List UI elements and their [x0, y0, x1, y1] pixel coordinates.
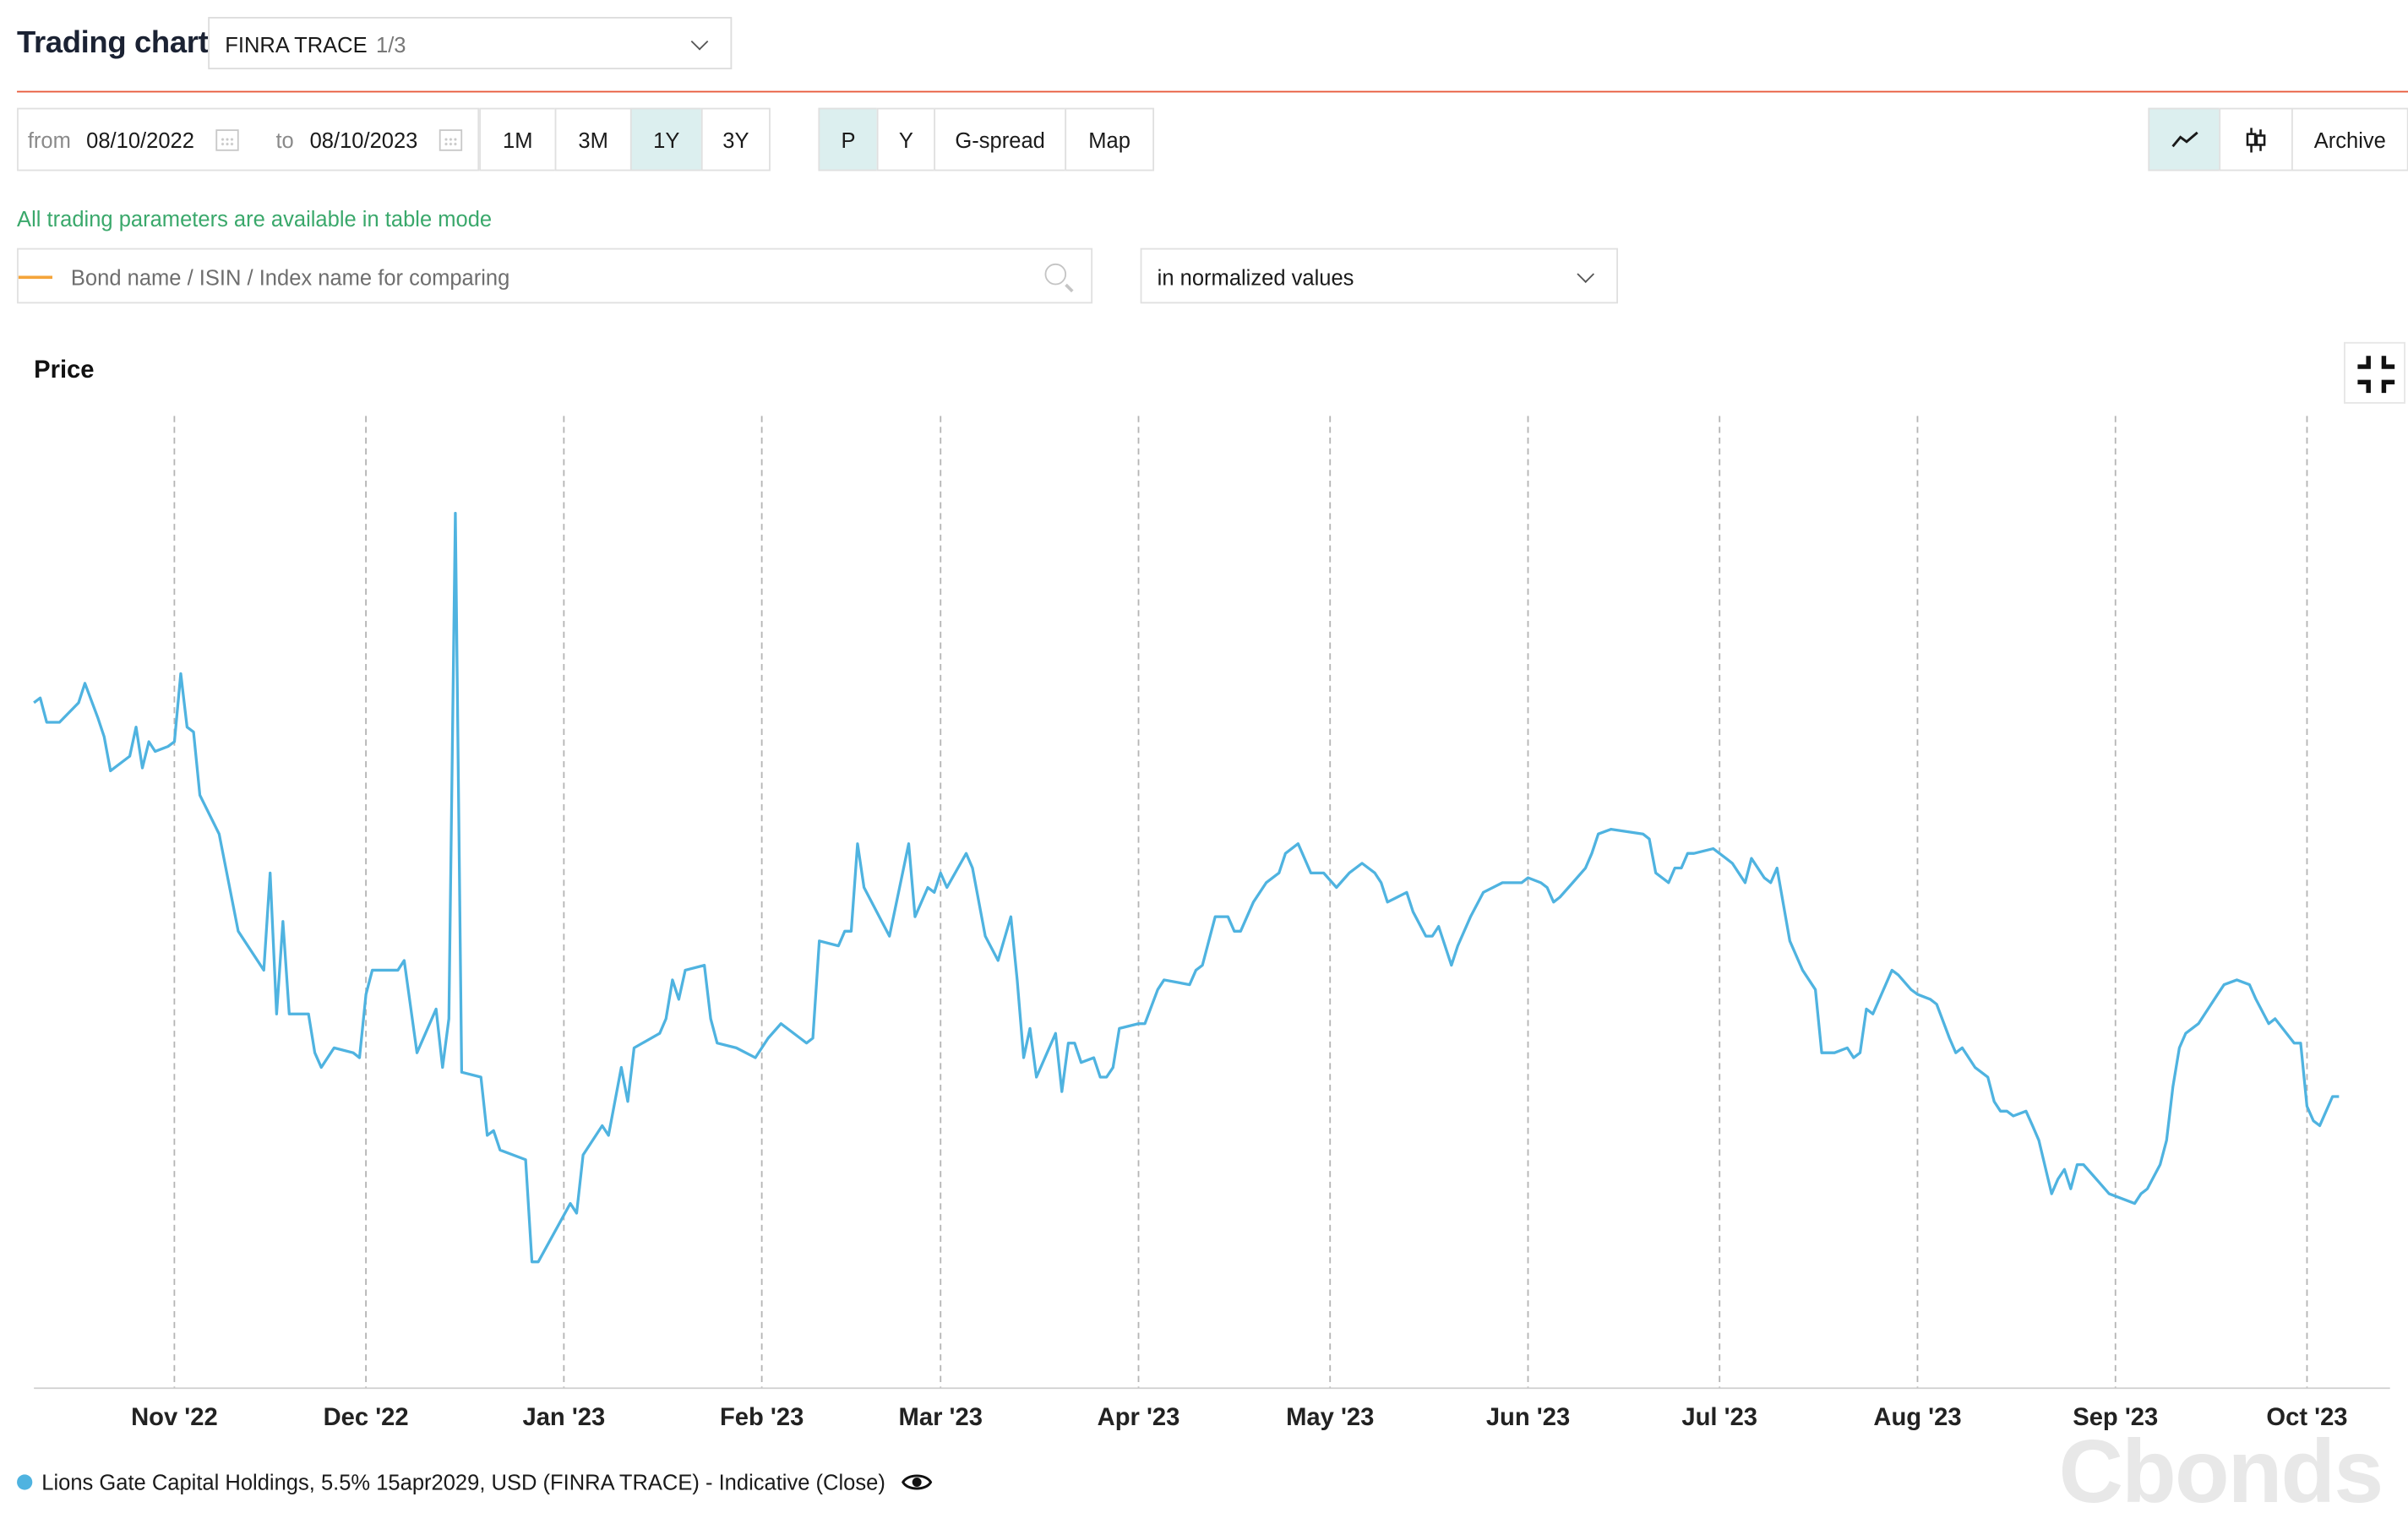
chevron-down-icon: [690, 32, 709, 51]
archive-button[interactable]: Archive: [2291, 107, 2408, 171]
x-tick-label: Sep '23: [2073, 1404, 2158, 1431]
legend-swatch: [17, 1474, 33, 1490]
collapse-icon: [2357, 356, 2395, 394]
candlestick-icon: [2246, 127, 2266, 152]
source-select-counter: 1/3: [376, 32, 406, 57]
x-tick-label: Feb '23: [720, 1404, 804, 1431]
series-line: [33, 511, 2340, 1264]
x-tick-label: Jan '23: [522, 1404, 605, 1431]
mode-button-g-spread[interactable]: G-spread: [934, 107, 1067, 171]
period-button-3m[interactable]: 3M: [554, 107, 632, 171]
line-chart-button[interactable]: [2148, 107, 2221, 171]
x-tick-label: Aug '23: [1873, 1404, 1961, 1431]
search-icon[interactable]: [1044, 263, 1067, 286]
x-tick-label: Oct '23: [2266, 1404, 2347, 1431]
collapse-chart-button[interactable]: [2343, 341, 2405, 404]
period-button-1m[interactable]: 1M: [479, 107, 557, 171]
table-mode-note: All trading parameters are available in …: [17, 206, 493, 231]
candlestick-chart-button[interactable]: [2219, 107, 2293, 171]
chart-title: Price: [34, 357, 95, 384]
cbonds-watermark: Cbonds: [2058, 1422, 2384, 1522]
compare-series-swatch: [18, 275, 53, 280]
calendar-icon[interactable]: [439, 129, 463, 151]
header: Trading chart FINRA TRACE 1/3: [17, 15, 2408, 93]
x-tick-label: Mar '23: [899, 1404, 983, 1431]
page-title: Trading chart: [17, 26, 209, 61]
normalization-select[interactable]: in normalized values: [1140, 248, 1618, 304]
mode-button-map[interactable]: Map: [1065, 107, 1155, 171]
normalization-select-value: in normalized values: [1157, 264, 1354, 290]
to-date-input[interactable]: 08/10/2023: [309, 128, 418, 153]
mode-button-price[interactable]: P: [818, 107, 879, 171]
series-layer: [33, 511, 2340, 1264]
eye-icon[interactable]: [901, 1472, 932, 1494]
x-tick-label: May '23: [1286, 1404, 1374, 1431]
from-label: from: [27, 128, 71, 153]
x-tick-label: Jun '23: [1486, 1404, 1570, 1431]
compare-search: [17, 248, 1093, 304]
chart-legend: Lions Gate Capital Holdings, 5.5% 15apr2…: [17, 1469, 932, 1495]
source-select-value: FINRA TRACE: [225, 32, 368, 57]
line-chart-icon: [2171, 130, 2198, 147]
period-button-1y[interactable]: 1Y: [629, 107, 703, 171]
x-tick-label: Apr '23: [1098, 1404, 1180, 1431]
x-axis-ticks: Nov '22 Dec '22 Jan '23 Feb '23 Mar '23 Apr '…: [131, 1404, 2347, 1431]
period-button-3y[interactable]: 3Y: [700, 107, 771, 171]
chevron-down-icon: [1577, 265, 1595, 283]
x-tick-label: Jul '23: [1681, 1404, 1757, 1431]
source-select[interactable]: FINRA TRACE 1/3: [208, 17, 733, 70]
compare-search-input[interactable]: [68, 259, 1030, 297]
x-tick-label: Nov '22: [131, 1404, 218, 1431]
x-tick-label: Dec '22: [324, 1404, 409, 1431]
calendar-icon[interactable]: [215, 129, 239, 151]
price-chart: Nov '22 Dec '22 Jan '23 Feb '23 Mar '23 Apr '…: [33, 416, 2390, 1431]
to-label: to: [275, 128, 294, 153]
date-range: from 08/10/2022 to 08/10/2023: [17, 107, 480, 171]
mode-button-yield[interactable]: Y: [876, 107, 936, 171]
from-date-input[interactable]: 08/10/2022: [86, 128, 194, 153]
chart-grid: [173, 416, 2308, 1389]
legend-series-name: Lions Gate Capital Holdings, 5.5% 15apr2…: [41, 1469, 885, 1495]
